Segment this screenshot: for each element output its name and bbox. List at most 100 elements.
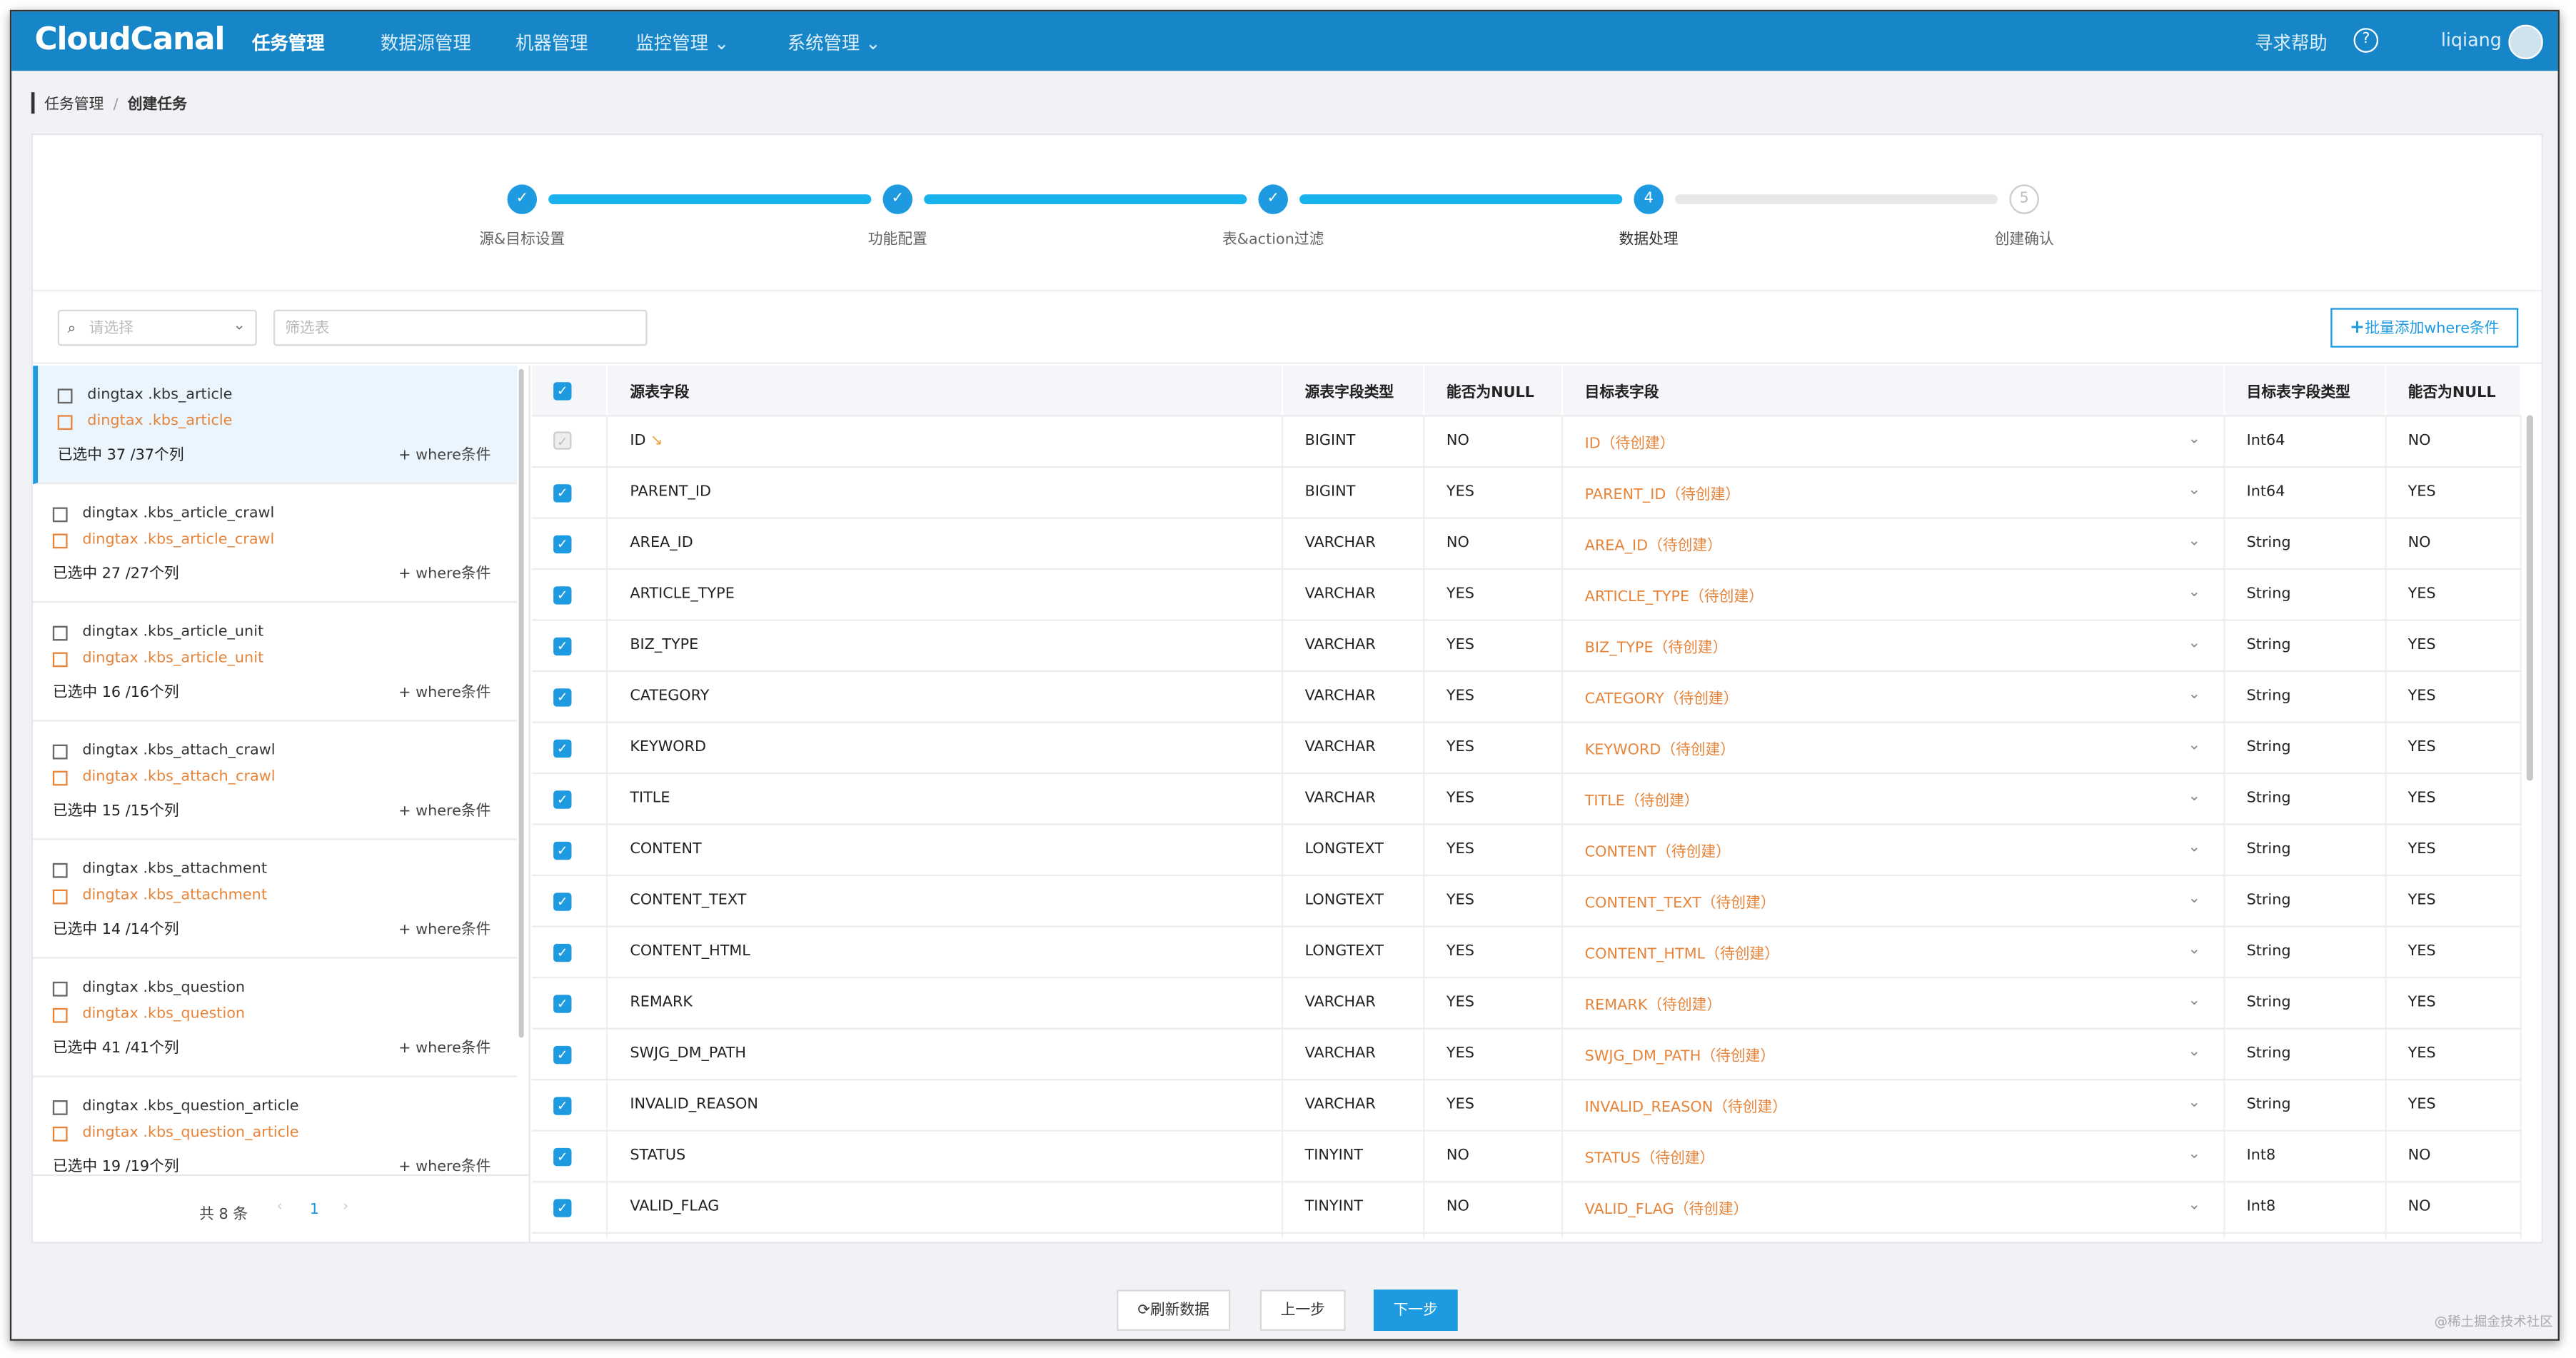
table-list-item[interactable]: dingtax .kbs_article_unit dingtax .kbs_ar… (33, 603, 518, 722)
table-list-item[interactable]: dingtax .kbs_attachment dingtax .kbs_atta… (33, 840, 518, 959)
target-column-select[interactable]: CONTENT_HTML（待创建） ⌄ (1562, 926, 2225, 979)
nav-item[interactable]: 机器管理 (515, 30, 588, 56)
avatar[interactable] (2508, 24, 2543, 60)
checkbox[interactable]: ✓ (553, 1045, 572, 1064)
header-checkbox[interactable]: ✓ (532, 366, 609, 417)
cell-text: KEYWORD（待创建） (1584, 742, 1736, 759)
target-column-select[interactable]: ARTICLE_TYPE（待创建） ⌄ (1562, 569, 2225, 621)
target-column-select[interactable]: KEYWORD（待创建） ⌄ (1562, 722, 2225, 775)
checkbox[interactable]: ✓ (553, 381, 572, 400)
cell-text: VARCHAR (1304, 1097, 1376, 1114)
table-filter-input[interactable]: 筛选表 (273, 309, 648, 346)
cell-text: String (2246, 892, 2291, 910)
cell: YES (2385, 671, 2522, 723)
checkbox[interactable]: ✓ (553, 585, 572, 604)
table-list-item[interactable]: dingtax .kbs_article dingtax .kbs_article… (33, 366, 518, 485)
checkbox[interactable]: ✓ (553, 483, 572, 502)
checkbox[interactable]: ✓ (553, 892, 572, 910)
cell-text: NO (2408, 1199, 2431, 1216)
target-column-select[interactable]: AREA_ID（待创建） ⌄ (1562, 518, 2225, 570)
help-icon[interactable]: ? (2353, 28, 2379, 53)
cell-text: NO (1446, 535, 1469, 552)
table-list-item[interactable]: dingtax .kbs_attach_crawl dingtax .kbs_at… (33, 721, 518, 840)
logo[interactable]: CloudCanal (34, 21, 225, 58)
table-list-item[interactable]: dingtax .kbs_article_crawl dingtax .kbs_a… (33, 484, 518, 603)
target-column-select[interactable]: PARENT_ID（待创建） ⌄ (1562, 467, 2225, 519)
cell-text: LONGTEXT (1304, 892, 1384, 910)
checkbox[interactable]: ✓ (553, 994, 572, 1012)
table-list-item[interactable]: dingtax .kbs_question dingtax .kbs_questi… (33, 959, 518, 1077)
nav-item-label: 任务管理 (251, 33, 325, 55)
checkbox[interactable]: ✓ (553, 636, 572, 655)
checkbox[interactable]: ✓ (553, 1096, 572, 1115)
target-column-select[interactable]: SWJG_DM_PATH（待创建） ⌄ (1562, 1028, 2225, 1081)
separator: / (104, 97, 128, 114)
target-column-select[interactable]: TITLE（待创建） ⌄ (1562, 773, 2225, 825)
target-column-select[interactable]: CONTENT（待创建） ⌄ (1562, 824, 2225, 877)
page-number[interactable]: 1 (309, 1202, 319, 1219)
database-select[interactable]: ⌕ 请选择 ⌄ (57, 309, 257, 346)
where-link[interactable]: + where条件 (398, 922, 491, 939)
checkbox[interactable]: ✓ (553, 1147, 572, 1166)
target-column-select[interactable]: VALID_DATE（待创建）⌄ (1562, 1232, 2225, 1239)
target-column-select[interactable]: CONTENT_TEXT（待创建） ⌄ (1562, 875, 2225, 927)
where-link[interactable]: + where条件 (398, 1040, 491, 1058)
checkbox[interactable]: ✓ (553, 942, 572, 962)
target-column-select[interactable]: REMARK（待创建） ⌄ (1562, 977, 2225, 1030)
row-checkbox: ✓ (532, 773, 609, 825)
prev-button[interactable]: 上一步 (1259, 1289, 1346, 1331)
target-column-select[interactable]: VALID_FLAG（待创建） ⌄ (1562, 1182, 2225, 1234)
cell: NO (2385, 416, 2522, 468)
checkbox[interactable]: ✓ (553, 738, 572, 758)
batch-where-button[interactable]: +批量添加where条件 (2330, 308, 2519, 348)
target-icon (52, 1126, 68, 1142)
where-link[interactable]: + where条件 (398, 1155, 490, 1175)
step-connector (548, 194, 872, 205)
table-list-item[interactable]: dingtax .kbs_question_article dingtax .kb… (33, 1077, 517, 1175)
nav-item-label: 数据源管理 (380, 33, 471, 55)
nav-item[interactable]: 监控管理 ⌄ (635, 30, 729, 56)
target-column-select[interactable]: BIZ_TYPE（待创建） ⌄ (1562, 620, 2225, 673)
cell: YES (2385, 620, 2522, 673)
target-column-select[interactable]: INVALID_REASON（待创建） ⌄ (1562, 1080, 2225, 1132)
scrollbar[interactable] (518, 368, 524, 1038)
step-label: 创建确认 (1994, 232, 2054, 249)
prev-page[interactable]: ‹ (276, 1199, 283, 1216)
nav-item[interactable]: 系统管理 ⌄ (788, 30, 881, 56)
user-name[interactable]: liqiang (2440, 29, 2502, 51)
nav-item[interactable]: 数据源管理 (381, 30, 471, 56)
where-link[interactable]: + where条件 (398, 685, 491, 702)
source-table: dingtax .kbs_question (82, 980, 246, 997)
breadcrumb-item[interactable]: 任务管理 (44, 97, 104, 114)
column-row: ✓ AREA_ID VARCHAR NO AREA_ID（待创建） ⌄ String NO (532, 518, 2522, 570)
cell: YES (1424, 620, 1564, 673)
target-column-select[interactable]: CATEGORY（待创建） ⌄ (1562, 671, 2225, 723)
help-link[interactable]: 寻求帮助 (2255, 33, 2328, 55)
header-row: ✓ 源表字段 源表字段类型 能否为NULL 目标表字段 目标表字段类型 能否为NULL (532, 366, 2522, 417)
checkbox[interactable]: ✓ (553, 688, 572, 706)
target-column-select[interactable]: ID（待创建） ⌄ (1562, 416, 2225, 468)
nav-item[interactable]: 任务管理 (252, 30, 325, 56)
where-link[interactable]: + where条件 (398, 803, 491, 820)
next-page[interactable]: › (342, 1199, 349, 1216)
cell-text: CONTENT_HTML (630, 943, 750, 960)
scrollbar[interactable] (2526, 415, 2534, 781)
where-label: where条件 (416, 922, 491, 939)
cell: TITLE (608, 773, 1284, 825)
where-link[interactable]: + where条件 (398, 448, 491, 465)
source-table: dingtax .kbs_article_crawl (82, 506, 275, 523)
checkbox[interactable]: ✓ (553, 840, 572, 860)
cell: VARCHAR (1282, 620, 1425, 673)
target-column-select[interactable]: STATUS（待创建） ⌄ (1562, 1130, 2225, 1183)
checkbox[interactable]: ✓ (553, 1198, 572, 1217)
next-button[interactable]: 下一步 (1373, 1289, 1458, 1331)
checkbox[interactable]: ✓ (553, 534, 572, 553)
cell: BIGINT (1282, 467, 1425, 519)
cell-text: VARCHAR (1304, 790, 1376, 808)
where-link[interactable]: + where条件 (398, 566, 491, 583)
cell-text: NO (2408, 433, 2431, 450)
checkbox[interactable]: ✓ (553, 790, 572, 808)
refresh-button[interactable]: ⟳刷新数据 (1117, 1289, 1231, 1331)
step-connector (924, 194, 1247, 205)
step-indicator: ✓ (507, 184, 538, 214)
